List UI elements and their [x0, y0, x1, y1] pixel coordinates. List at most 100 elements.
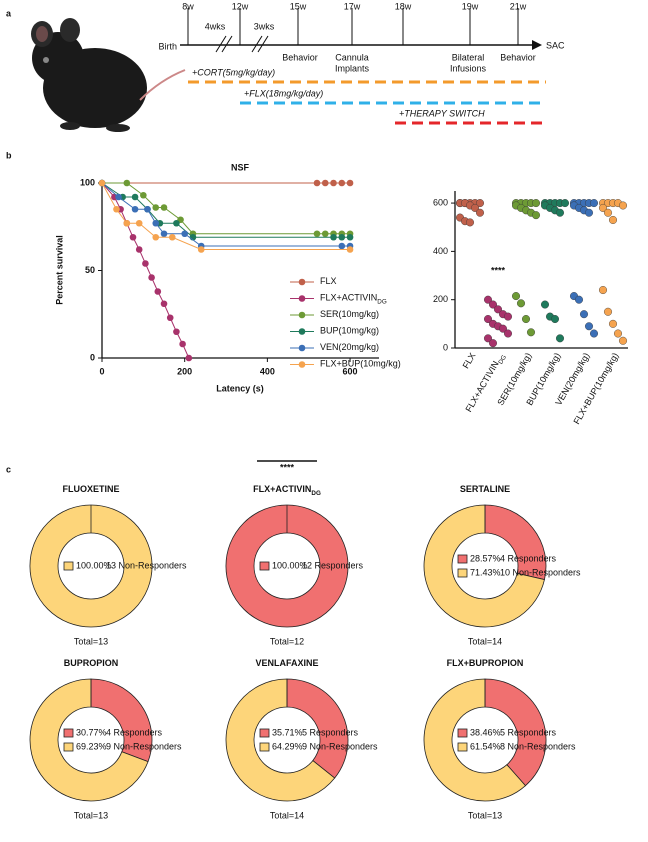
survival-point [123, 219, 131, 227]
event-label: Bilateral [452, 52, 485, 62]
chart-title-main: FLUOXETINE [62, 484, 119, 494]
x-tick-label: 600 [343, 366, 358, 376]
dot [471, 203, 480, 212]
timeline-tick-label: 18w [395, 1, 412, 11]
timeline-tick-label: 19w [462, 1, 479, 11]
survival-point [113, 205, 120, 213]
dot [517, 299, 526, 308]
legend-swatch [63, 742, 74, 752]
value-label: 64.29% [272, 741, 303, 751]
panel-label: b [6, 150, 12, 160]
y-tick-label: 100 [80, 177, 95, 187]
legend-marker [298, 278, 306, 286]
legend-swatch [457, 742, 468, 752]
x-tick-label: 200 [177, 366, 192, 376]
treatment-label: +CORT(5mg/kg/day) [192, 67, 275, 77]
legend-swatch [259, 561, 270, 571]
value-label: 69.23% [76, 741, 107, 751]
donut-segment [423, 678, 527, 802]
dot [585, 208, 594, 217]
chart-title-main: FLX+ACTIVIN [253, 484, 311, 494]
event-label: Behavior [500, 52, 536, 62]
dot [599, 203, 608, 212]
survival-point [123, 179, 131, 187]
chart-title-main: VENLAFAXINE [255, 658, 318, 668]
total-label: Total=14 [270, 810, 304, 820]
legend-label: 10 Non-Responders [500, 567, 581, 577]
dot [619, 336, 628, 345]
legend-label: VEN(20mg/kg) [320, 342, 379, 352]
legend-label-main: VEN(20mg/kg) [320, 342, 379, 352]
chart-title-main: BUPROPION [64, 658, 119, 668]
value-label: 30.77% [76, 727, 107, 737]
dot [484, 334, 493, 343]
event-label: Implants [335, 63, 370, 73]
survival-point [330, 179, 337, 187]
dot [599, 286, 608, 295]
survival-point [197, 246, 205, 253]
chart-title-subscript: DG [311, 490, 321, 497]
survival-point [140, 191, 147, 199]
chart-title: FLUOXETINE [62, 484, 119, 494]
dot [551, 315, 560, 324]
survival-point [144, 205, 151, 213]
dot [604, 208, 613, 217]
interval-label: 3wks [254, 21, 275, 31]
dot [489, 339, 498, 348]
survival-point [135, 219, 143, 227]
value-label: 35.71% [272, 727, 303, 737]
dot [619, 201, 628, 210]
legend-label: 5 Responders [500, 727, 557, 737]
total-label: Total=13 [74, 636, 108, 646]
survival-point [338, 242, 346, 250]
dot [494, 305, 503, 314]
survival-point [338, 233, 346, 241]
chart-title: BUPROPION [64, 658, 119, 668]
dot [590, 199, 599, 208]
survival-line [101, 182, 351, 250]
dot [484, 295, 493, 304]
legend-label: FLX+ACTIVINDG [320, 293, 387, 306]
legend-label-main: FLX+ACTIVIN [320, 293, 377, 303]
survival-point [321, 230, 329, 238]
legend-label: 4 Responders [106, 727, 163, 737]
value-label: 71.43% [470, 567, 501, 577]
dot [556, 334, 565, 343]
legend-marker [298, 295, 306, 302]
legend-label-main: FLX+BUP(10mg/kg) [320, 359, 401, 369]
donut-segment [29, 504, 153, 628]
donut-segment [29, 678, 149, 802]
timeline-tick-label: 17w [344, 1, 361, 11]
timeline-tick-label: 8w [182, 1, 194, 11]
legend-swatch [457, 728, 468, 738]
survival-point [160, 204, 168, 211]
survival-point [330, 233, 337, 241]
event-label: Behavior [282, 52, 318, 62]
survival-point [152, 233, 160, 241]
legend-label-main: FLX [320, 276, 337, 286]
panel-label: c [6, 464, 11, 474]
legend-marker [298, 361, 306, 368]
legend-swatch [259, 728, 270, 738]
survival-point [168, 233, 176, 241]
x-axis-title: Latency (s) [216, 383, 264, 393]
legend-label: 5 Responders [302, 727, 359, 737]
survival-line [101, 182, 351, 238]
total-label: Total=13 [468, 810, 502, 820]
dot [541, 300, 550, 309]
panel-label: a [6, 8, 12, 18]
survival-point [173, 328, 180, 336]
survival-line [101, 182, 351, 247]
legend-swatch [63, 561, 74, 571]
dot [504, 312, 513, 321]
donut-segment [423, 504, 545, 628]
donut-segment [286, 678, 349, 779]
dot [580, 310, 589, 319]
value-label: 38.46% [470, 727, 501, 737]
break-mark [251, 35, 263, 53]
x-tick-label-subscript: DG [497, 354, 508, 366]
dot [489, 300, 498, 309]
survival-point [115, 193, 122, 201]
dot [499, 324, 508, 333]
